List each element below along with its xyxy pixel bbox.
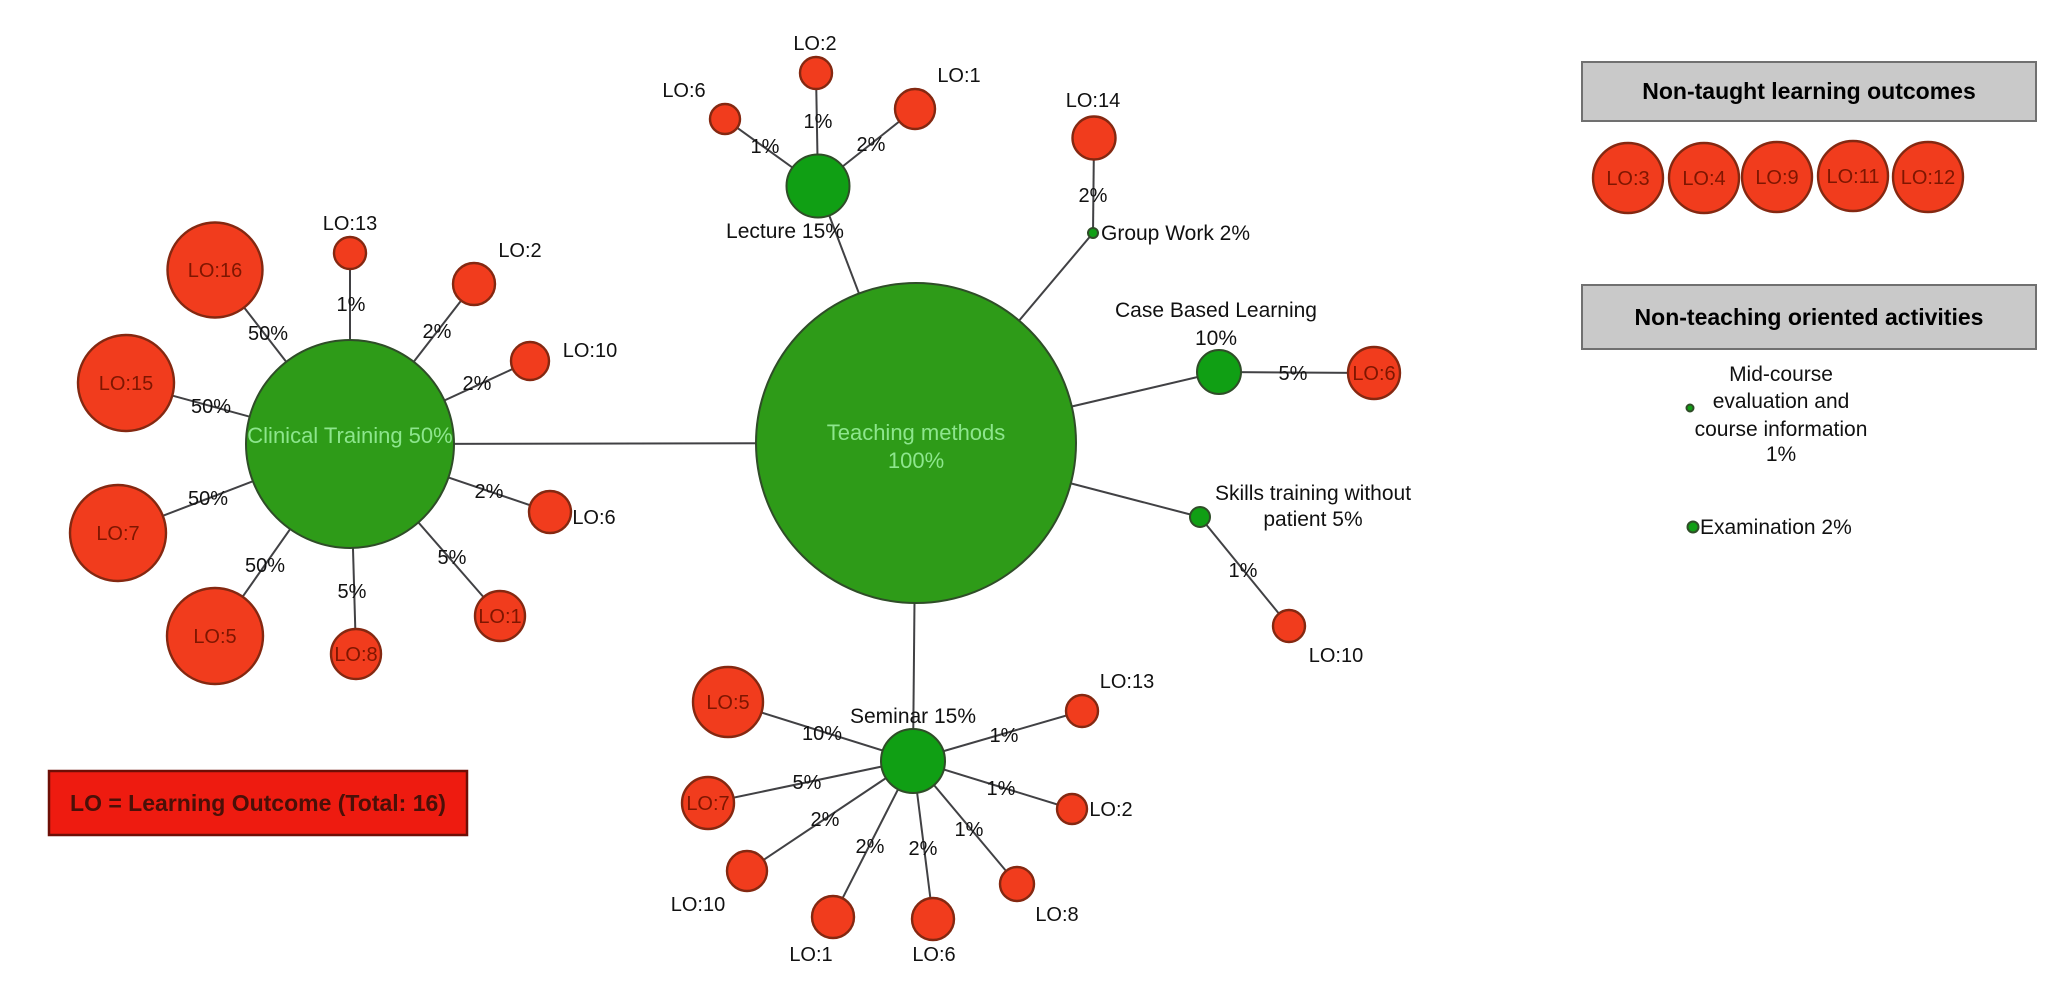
svg-text:LO:5: LO:5: [706, 692, 749, 714]
svg-text:LO:10: LO:10: [563, 340, 617, 362]
svg-text:50%: 50%: [245, 555, 285, 577]
svg-text:2%: 2%: [856, 836, 885, 858]
svg-text:LO:6: LO:6: [912, 944, 955, 966]
svg-text:LO:6: LO:6: [572, 507, 615, 529]
svg-text:LO:6: LO:6: [662, 80, 705, 102]
svg-text:LO:1: LO:1: [789, 944, 832, 966]
svg-text:LO:13: LO:13: [323, 213, 377, 235]
svg-text:100%: 100%: [888, 448, 944, 473]
svg-text:LO:9: LO:9: [1755, 167, 1798, 189]
svg-text:Group Work 2%: Group Work 2%: [1101, 222, 1250, 245]
svg-text:Case Based Learning: Case Based Learning: [1115, 299, 1317, 322]
svg-text:2%: 2%: [1079, 185, 1108, 207]
svg-text:LO:15: LO:15: [99, 373, 153, 395]
svg-text:LO:3: LO:3: [1606, 168, 1649, 190]
svg-text:1%: 1%: [990, 725, 1019, 747]
svg-text:LO:1: LO:1: [937, 65, 980, 87]
svg-text:LO:1: LO:1: [478, 606, 521, 628]
svg-text:patient 5%: patient 5%: [1263, 508, 1362, 531]
svg-text:Non-teaching oriented activiti: Non-teaching oriented activities: [1635, 304, 1984, 330]
svg-text:2%: 2%: [423, 321, 452, 343]
svg-text:LO:2: LO:2: [498, 240, 541, 262]
svg-text:LO:11: LO:11: [1827, 166, 1880, 188]
svg-text:LO:2: LO:2: [1089, 799, 1132, 821]
svg-text:LO:16: LO:16: [188, 260, 242, 282]
svg-text:50%: 50%: [188, 488, 228, 510]
svg-text:10%: 10%: [802, 723, 842, 745]
svg-text:LO:12: LO:12: [1901, 167, 1955, 189]
svg-text:Skills training without: Skills training without: [1215, 482, 1411, 505]
svg-text:5%: 5%: [1279, 363, 1308, 385]
svg-text:2%: 2%: [463, 373, 492, 395]
svg-text:LO:4: LO:4: [1682, 168, 1725, 190]
svg-text:5%: 5%: [793, 772, 822, 794]
svg-text:LO:14: LO:14: [1066, 90, 1120, 112]
svg-text:50%: 50%: [191, 396, 231, 418]
svg-text:10%: 10%: [1195, 327, 1237, 350]
svg-text:LO = Learning Outcome (Total:: LO = Learning Outcome (Total: 16): [70, 790, 446, 816]
svg-text:50%: 50%: [248, 323, 288, 345]
svg-text:1%: 1%: [955, 819, 984, 841]
svg-text:Examination 2%: Examination 2%: [1700, 516, 1852, 539]
svg-text:LO:13: LO:13: [1100, 671, 1154, 693]
svg-text:evaluation and: evaluation and: [1713, 390, 1850, 413]
svg-text:5%: 5%: [338, 581, 367, 603]
svg-text:Clinical Training 50%: Clinical Training 50%: [247, 423, 452, 448]
svg-text:1%: 1%: [751, 136, 780, 158]
svg-text:LO:10: LO:10: [1309, 645, 1363, 667]
svg-text:LO:2: LO:2: [793, 33, 836, 55]
svg-text:1%: 1%: [337, 294, 366, 316]
svg-text:LO:7: LO:7: [686, 793, 729, 815]
svg-text:LO:7: LO:7: [96, 523, 139, 545]
svg-text:LO:10: LO:10: [671, 894, 725, 916]
svg-text:LO:6: LO:6: [1352, 363, 1395, 385]
svg-text:LO:8: LO:8: [1035, 904, 1078, 926]
svg-text:2%: 2%: [909, 838, 938, 860]
svg-text:Lecture 15%: Lecture 15%: [726, 220, 844, 243]
svg-text:2%: 2%: [475, 481, 504, 503]
svg-text:5%: 5%: [438, 547, 467, 569]
svg-text:2%: 2%: [811, 809, 840, 831]
svg-text:2%: 2%: [857, 134, 886, 156]
svg-text:1%: 1%: [1229, 560, 1258, 582]
svg-text:Non-taught learning outcomes: Non-taught learning outcomes: [1642, 78, 1976, 104]
svg-text:1%: 1%: [804, 111, 833, 133]
svg-text:Mid-course: Mid-course: [1729, 363, 1833, 386]
svg-text:Seminar 15%: Seminar 15%: [850, 705, 976, 728]
svg-text:1%: 1%: [987, 778, 1016, 800]
svg-text:Teaching methods: Teaching methods: [827, 420, 1006, 445]
svg-text:LO:5: LO:5: [193, 626, 236, 648]
svg-text:LO:8: LO:8: [334, 644, 377, 666]
svg-text:1%: 1%: [1766, 443, 1796, 466]
svg-text:course information: course information: [1695, 418, 1868, 441]
